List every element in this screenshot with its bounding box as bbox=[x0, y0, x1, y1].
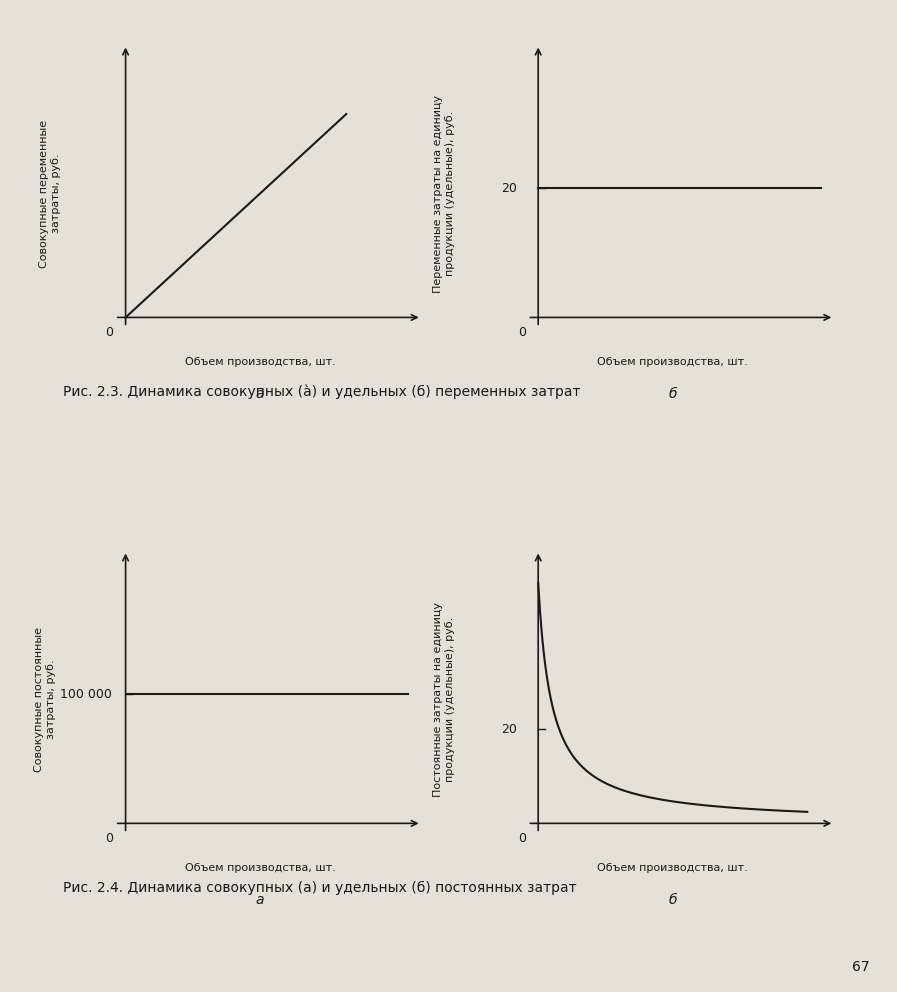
Text: Объем производства, шт.: Объем производства, шт. bbox=[597, 357, 748, 367]
Text: а: а bbox=[256, 893, 265, 907]
Text: 20: 20 bbox=[501, 722, 517, 736]
Text: 0: 0 bbox=[106, 831, 113, 845]
Text: б: б bbox=[668, 893, 677, 907]
Text: Переменные затраты на единицу
продукции (удельные), руб.: Переменные затраты на единицу продукции … bbox=[433, 94, 455, 293]
Text: 0: 0 bbox=[518, 831, 526, 845]
Text: Постоянные затраты на единицу
продукции (удельные), руб.: Постоянные затраты на единицу продукции … bbox=[433, 602, 455, 797]
Text: Рис. 2.3. Динамика совокупных (à) и удельных (б) переменных затрат: Рис. 2.3. Динамика совокупных (à) и удел… bbox=[63, 385, 580, 399]
Text: Рис. 2.4. Динамика совокупных (а) и удельных (б) постоянных затрат: Рис. 2.4. Динамика совокупных (а) и удел… bbox=[63, 881, 577, 895]
Text: Совокупные постоянные
затраты, руб.: Совокупные постоянные затраты, руб. bbox=[34, 627, 56, 772]
Text: б: б bbox=[668, 387, 677, 401]
Text: Объем производства, шт.: Объем производства, шт. bbox=[185, 863, 335, 873]
Text: Совокупные переменные
затраты, руб.: Совокупные переменные затраты, руб. bbox=[39, 119, 61, 268]
Text: 0: 0 bbox=[518, 325, 526, 339]
Text: 20: 20 bbox=[501, 182, 517, 195]
Text: 67: 67 bbox=[852, 960, 870, 974]
Text: 100 000: 100 000 bbox=[60, 687, 112, 701]
Text: Объем производства, шт.: Объем производства, шт. bbox=[185, 357, 335, 367]
Text: 0: 0 bbox=[106, 325, 113, 339]
Text: Объем производства, шт.: Объем производства, шт. bbox=[597, 863, 748, 873]
Text: а: а bbox=[256, 387, 265, 401]
